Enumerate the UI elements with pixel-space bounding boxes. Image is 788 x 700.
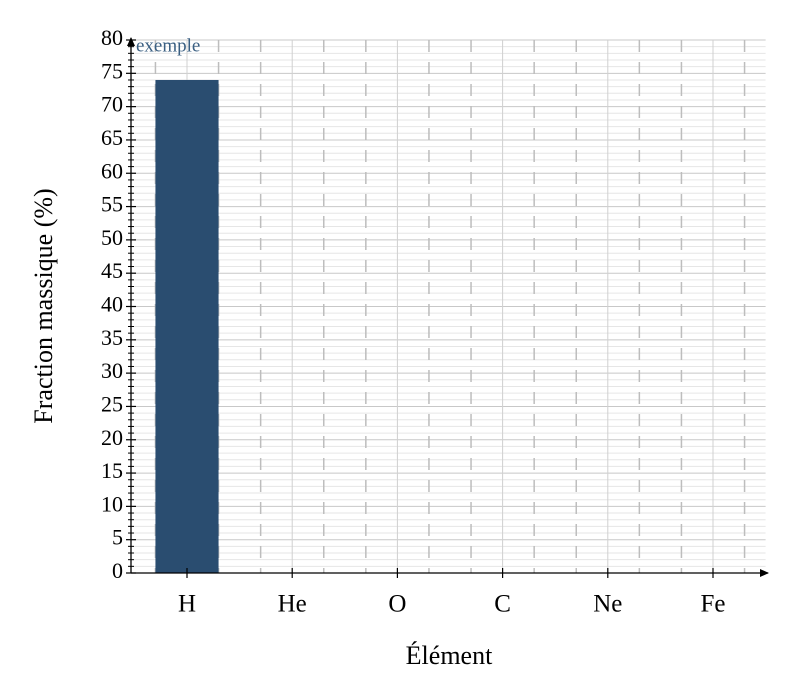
y-axis-title: Fraction massique (%) (29, 188, 58, 423)
y-tick-label: 70 (101, 92, 123, 117)
y-tick-label: 35 (101, 325, 123, 350)
x-tick-label: O (388, 591, 406, 618)
x-tick-label: He (278, 591, 307, 618)
y-tick-label: 10 (101, 491, 123, 516)
marks (155, 79, 219, 573)
y-tick-label: 80 (101, 25, 123, 50)
y-tick-label: 65 (101, 125, 123, 150)
x-tick-label: H (178, 591, 196, 618)
y-tick-label: 5 (112, 525, 123, 550)
y-tick-label: 30 (101, 358, 123, 383)
x-tick-label: Fe (701, 591, 726, 618)
y-tick-label: 50 (101, 225, 123, 250)
y-tick-label: 45 (101, 258, 123, 283)
y-tick-label: 75 (101, 58, 123, 83)
x-tick-label: C (494, 591, 511, 618)
y-tick-label: 20 (101, 425, 123, 450)
y-tick-label: 15 (101, 458, 123, 483)
x-tick-label: Ne (593, 591, 622, 618)
y-tick-label: 40 (101, 292, 123, 317)
y-tick-label: 25 (101, 391, 123, 416)
y-tick-label: 60 (101, 158, 123, 183)
x-axis-title: Élément (406, 641, 493, 670)
y-tick-label: 0 (112, 558, 123, 583)
bar (155, 79, 219, 573)
grid (128, 39, 766, 574)
y-tick-label: 55 (101, 192, 123, 217)
annotation: exemple (136, 35, 200, 56)
